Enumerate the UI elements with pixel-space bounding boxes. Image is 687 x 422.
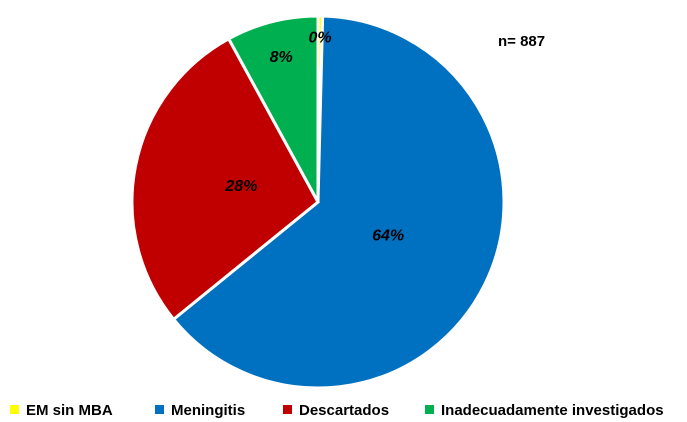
legend-swatch bbox=[283, 405, 292, 414]
data-label: 0% bbox=[308, 30, 331, 47]
data-label: 28% bbox=[224, 178, 257, 195]
legend-label: EM sin MBA bbox=[26, 402, 113, 419]
data-label: 64% bbox=[372, 228, 404, 245]
legend-swatch bbox=[425, 405, 434, 414]
legend-swatch bbox=[10, 405, 19, 414]
legend-label: Descartados bbox=[299, 402, 389, 419]
annotation: n= 887 bbox=[498, 33, 545, 50]
legend-label: Inadecuadamente investigados bbox=[441, 402, 664, 419]
legend-swatch bbox=[155, 405, 164, 414]
pie-slice bbox=[226, 14, 320, 203]
data-label: 8% bbox=[270, 49, 293, 66]
pie-slice bbox=[171, 14, 506, 390]
legend-label: Meningitis bbox=[171, 402, 245, 419]
pie-slice bbox=[130, 36, 320, 322]
